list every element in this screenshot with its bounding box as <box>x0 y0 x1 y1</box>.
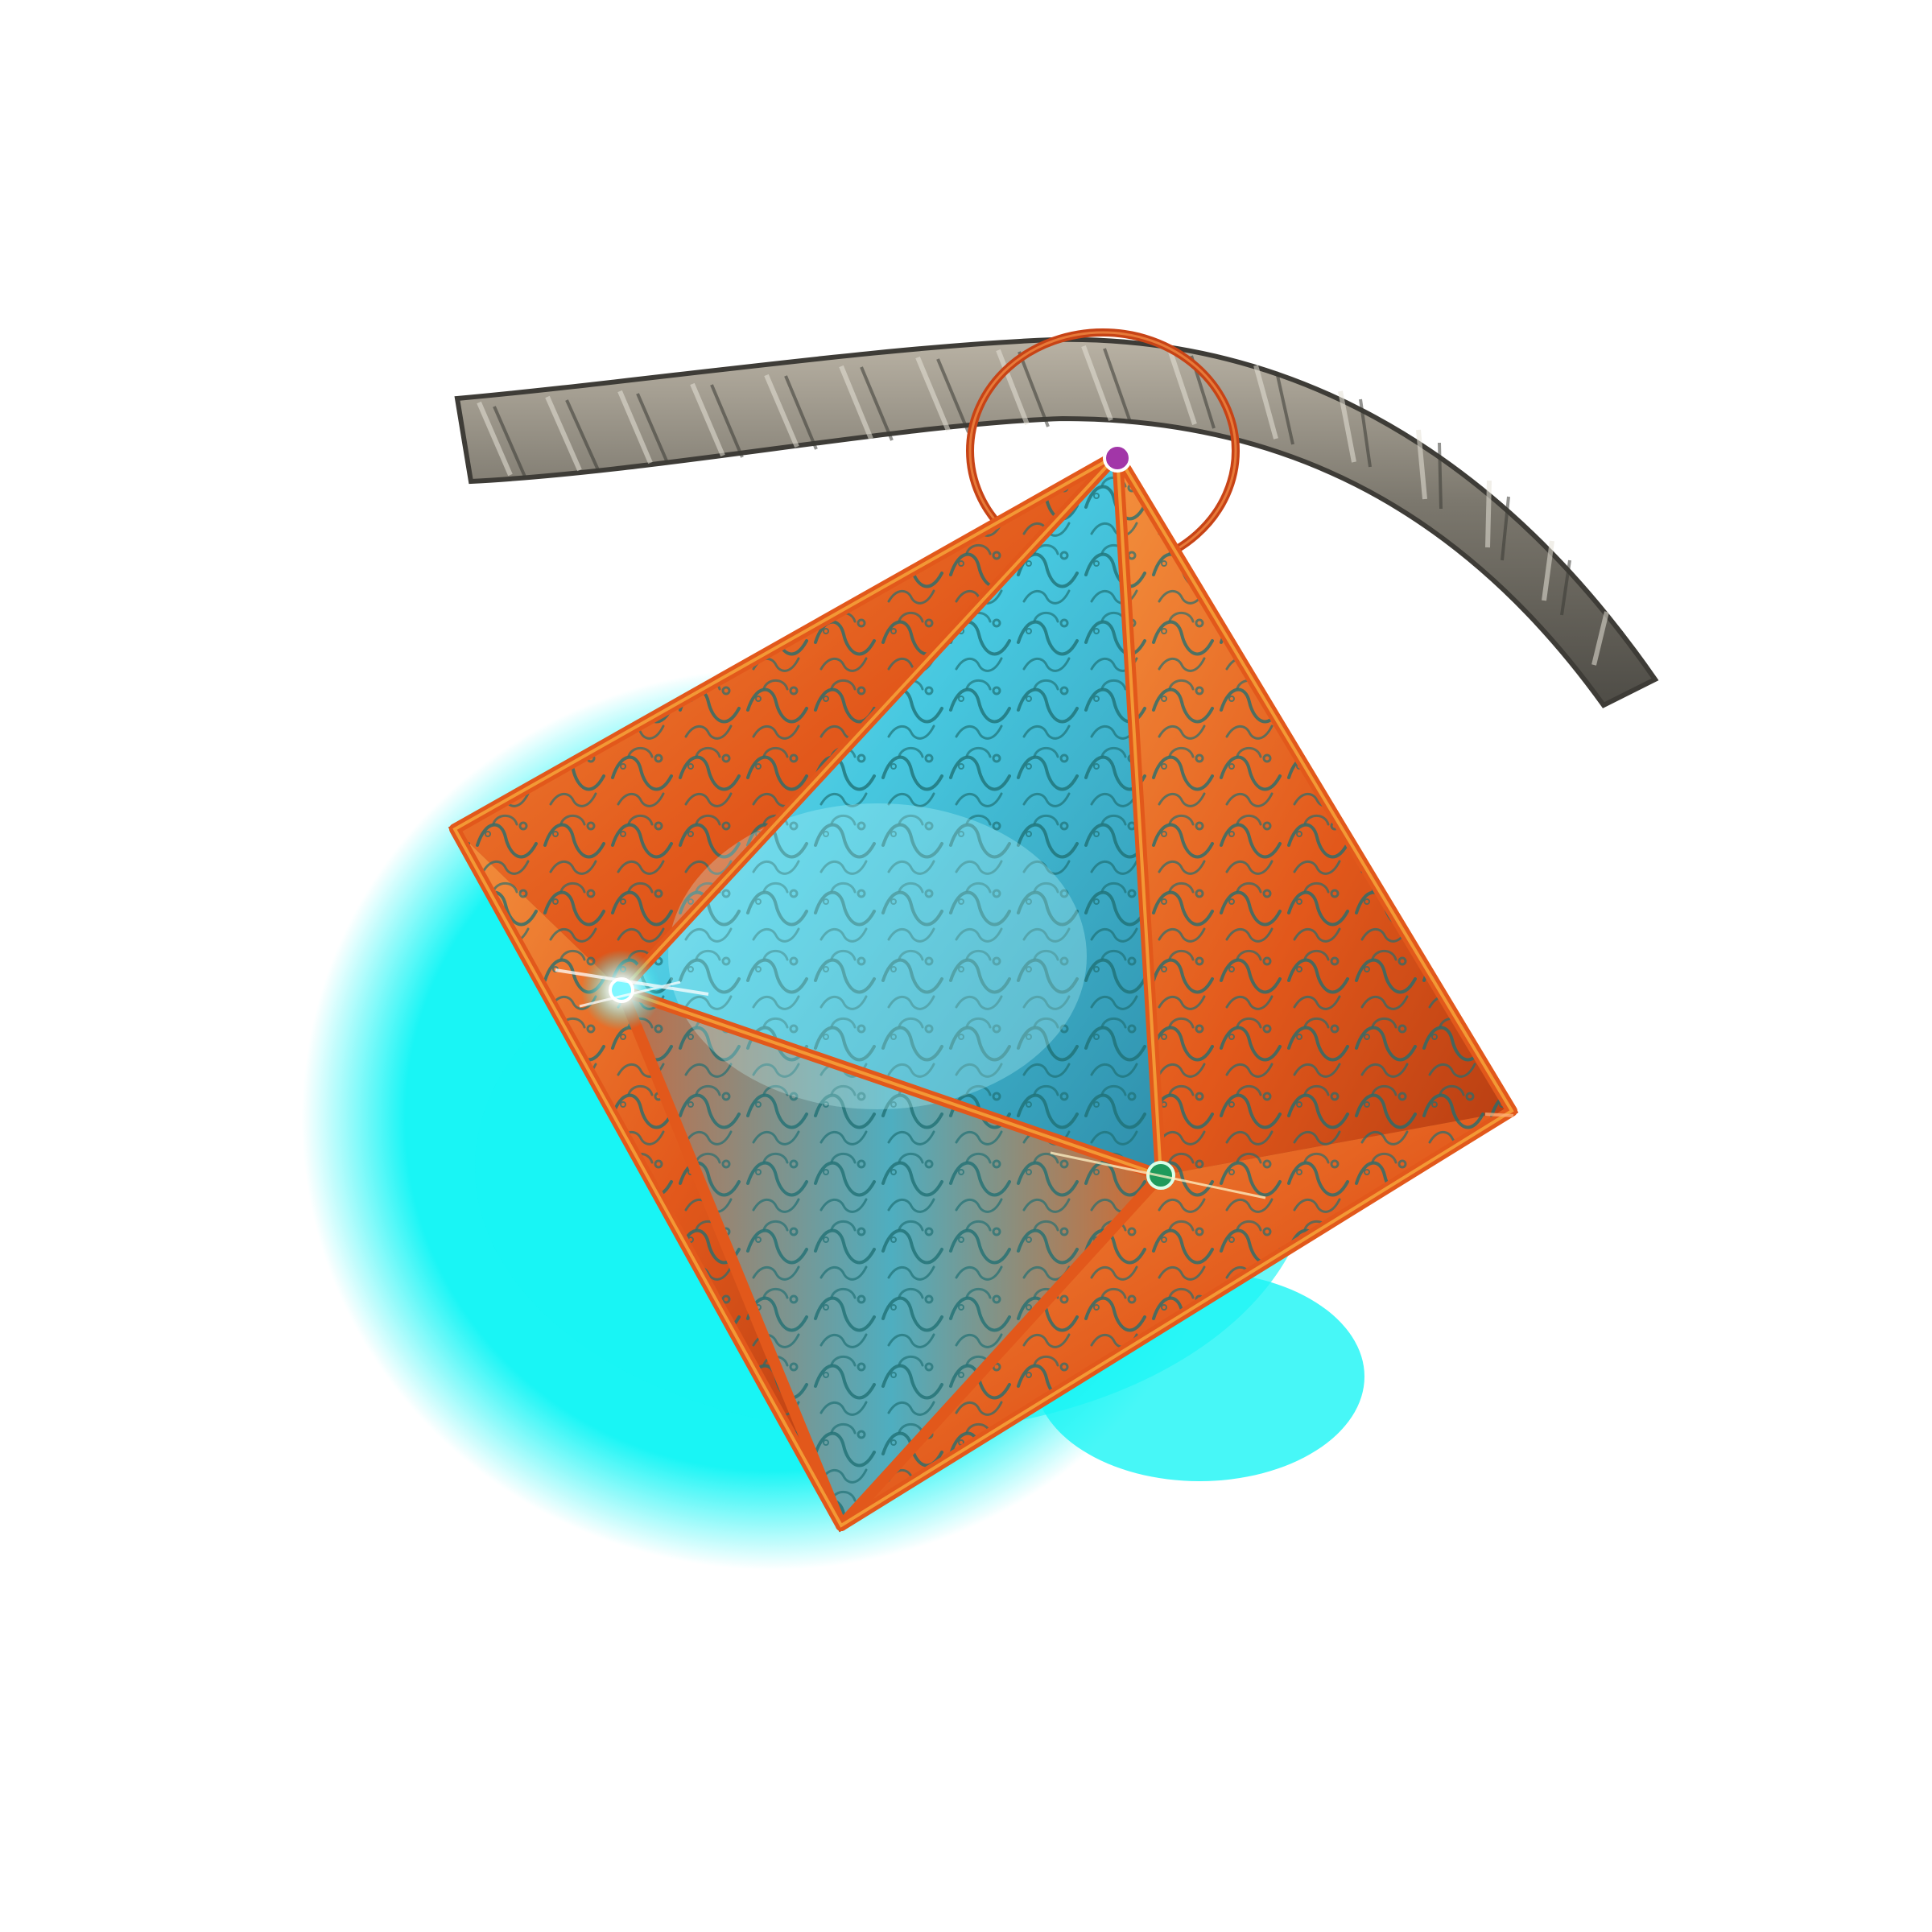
lantern-icon <box>448 448 1519 1533</box>
light-streaks <box>555 968 1514 1199</box>
rope-icon <box>454 336 1659 708</box>
